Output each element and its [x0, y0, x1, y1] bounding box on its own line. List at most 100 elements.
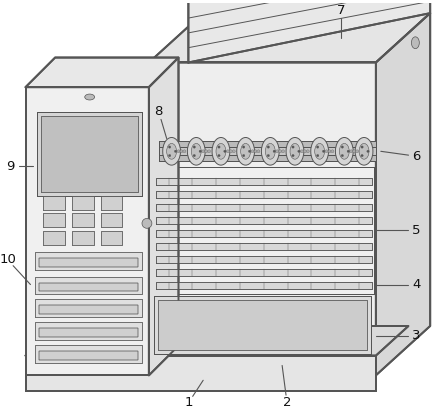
Circle shape — [218, 154, 220, 157]
Polygon shape — [26, 87, 149, 375]
Polygon shape — [156, 256, 372, 264]
Circle shape — [208, 150, 210, 153]
Ellipse shape — [290, 144, 300, 159]
Polygon shape — [72, 231, 93, 245]
Polygon shape — [26, 326, 408, 356]
Polygon shape — [35, 277, 142, 294]
Ellipse shape — [212, 137, 230, 165]
Polygon shape — [156, 282, 372, 290]
Ellipse shape — [237, 137, 254, 165]
Polygon shape — [39, 283, 138, 291]
Circle shape — [257, 150, 260, 153]
Circle shape — [254, 150, 257, 153]
Ellipse shape — [315, 144, 325, 159]
Circle shape — [193, 146, 195, 148]
Text: 7: 7 — [337, 4, 346, 17]
Circle shape — [202, 150, 205, 153]
Circle shape — [276, 150, 279, 153]
Circle shape — [316, 154, 319, 157]
Polygon shape — [43, 196, 65, 210]
Text: 5: 5 — [412, 224, 420, 237]
Circle shape — [361, 154, 363, 157]
Polygon shape — [154, 167, 374, 294]
Circle shape — [282, 150, 284, 153]
Polygon shape — [158, 300, 367, 350]
Circle shape — [300, 150, 303, 153]
Polygon shape — [39, 258, 138, 267]
Ellipse shape — [241, 144, 251, 159]
Polygon shape — [188, 0, 430, 63]
Ellipse shape — [191, 144, 201, 159]
Polygon shape — [159, 147, 376, 155]
Text: 8: 8 — [155, 105, 163, 118]
Circle shape — [341, 154, 343, 157]
Circle shape — [251, 150, 254, 153]
Ellipse shape — [167, 144, 176, 159]
Circle shape — [232, 150, 235, 153]
Circle shape — [347, 150, 350, 152]
Ellipse shape — [311, 137, 329, 165]
Ellipse shape — [412, 37, 420, 49]
Circle shape — [273, 150, 276, 152]
Circle shape — [249, 150, 251, 152]
Circle shape — [316, 146, 319, 148]
Circle shape — [356, 150, 359, 153]
Circle shape — [168, 146, 171, 148]
Text: 6: 6 — [412, 150, 420, 163]
Circle shape — [303, 150, 306, 153]
Polygon shape — [156, 230, 372, 237]
Circle shape — [267, 154, 269, 157]
Polygon shape — [35, 252, 142, 270]
Polygon shape — [43, 231, 65, 245]
Text: 2: 2 — [283, 396, 291, 410]
Ellipse shape — [355, 137, 373, 165]
Circle shape — [361, 146, 363, 148]
Polygon shape — [35, 345, 142, 363]
Circle shape — [180, 150, 183, 153]
Polygon shape — [41, 116, 138, 192]
Polygon shape — [43, 213, 65, 227]
Text: 10: 10 — [0, 254, 16, 266]
Ellipse shape — [286, 137, 304, 165]
Polygon shape — [149, 13, 430, 63]
Circle shape — [168, 154, 171, 157]
Polygon shape — [156, 243, 372, 250]
Circle shape — [205, 150, 208, 153]
Circle shape — [242, 154, 245, 157]
Polygon shape — [149, 63, 376, 375]
Circle shape — [325, 150, 328, 153]
Text: 4: 4 — [412, 278, 420, 291]
Polygon shape — [101, 213, 122, 227]
Polygon shape — [72, 196, 93, 210]
Circle shape — [199, 150, 202, 152]
Polygon shape — [159, 155, 376, 161]
Circle shape — [306, 150, 309, 153]
Circle shape — [367, 150, 369, 152]
Circle shape — [224, 150, 226, 152]
Circle shape — [279, 150, 282, 153]
Circle shape — [350, 150, 353, 153]
Polygon shape — [39, 305, 138, 314]
Ellipse shape — [261, 137, 279, 165]
Ellipse shape — [163, 137, 180, 165]
Circle shape — [292, 146, 294, 148]
Polygon shape — [149, 58, 179, 375]
Polygon shape — [159, 142, 376, 147]
Circle shape — [328, 150, 331, 153]
Circle shape — [292, 154, 294, 157]
Circle shape — [242, 146, 245, 148]
Polygon shape — [35, 299, 142, 317]
Polygon shape — [101, 231, 122, 245]
Circle shape — [175, 150, 177, 152]
Polygon shape — [35, 322, 142, 340]
Circle shape — [183, 150, 186, 153]
Ellipse shape — [359, 144, 369, 159]
Circle shape — [323, 150, 325, 152]
Polygon shape — [156, 178, 372, 185]
Polygon shape — [37, 112, 142, 196]
Text: 3: 3 — [412, 330, 420, 342]
Ellipse shape — [335, 137, 353, 165]
Polygon shape — [39, 328, 138, 337]
Circle shape — [341, 146, 343, 148]
Circle shape — [142, 218, 152, 228]
